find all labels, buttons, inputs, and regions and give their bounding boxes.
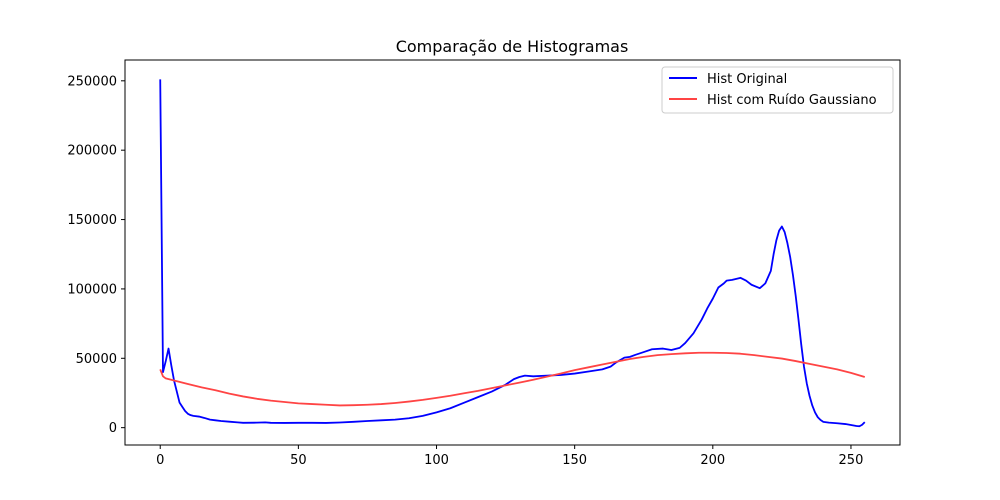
y-tick-label: 0 [109,421,117,436]
x-tick-label: 200 [700,453,725,468]
chart-title: Comparação de Histogramas [396,37,629,56]
x-tick-label: 150 [562,453,587,468]
y-tick-label: 200000 [67,144,117,159]
plot-frame [124,59,901,446]
legend-box [661,66,894,114]
y-tick-label: 250000 [67,74,117,89]
legend: Hist Original Hist com Ruído Gaussiano [661,66,894,114]
x-axis-ticks: 0 50 100 150 200 250 [156,445,863,468]
series-layer [159,79,866,428]
y-axis-ticks: 0 50000 100000 150000 200000 250000 [67,74,125,436]
series-line-hist-original [159,79,866,428]
legend-label-hist-ruido: Hist com Ruído Gaussiano [707,93,877,108]
x-tick-label: 250 [839,453,864,468]
y-tick-label: 150000 [67,213,117,228]
x-tick-label: 0 [156,453,164,468]
y-tick-label: 50000 [76,352,117,367]
series-line-hist-ruido [159,351,866,407]
x-tick-label: 100 [424,453,449,468]
x-tick-label: 50 [290,453,307,468]
y-tick-label: 100000 [67,282,117,297]
legend-label-hist-original: Hist Original [707,72,787,87]
